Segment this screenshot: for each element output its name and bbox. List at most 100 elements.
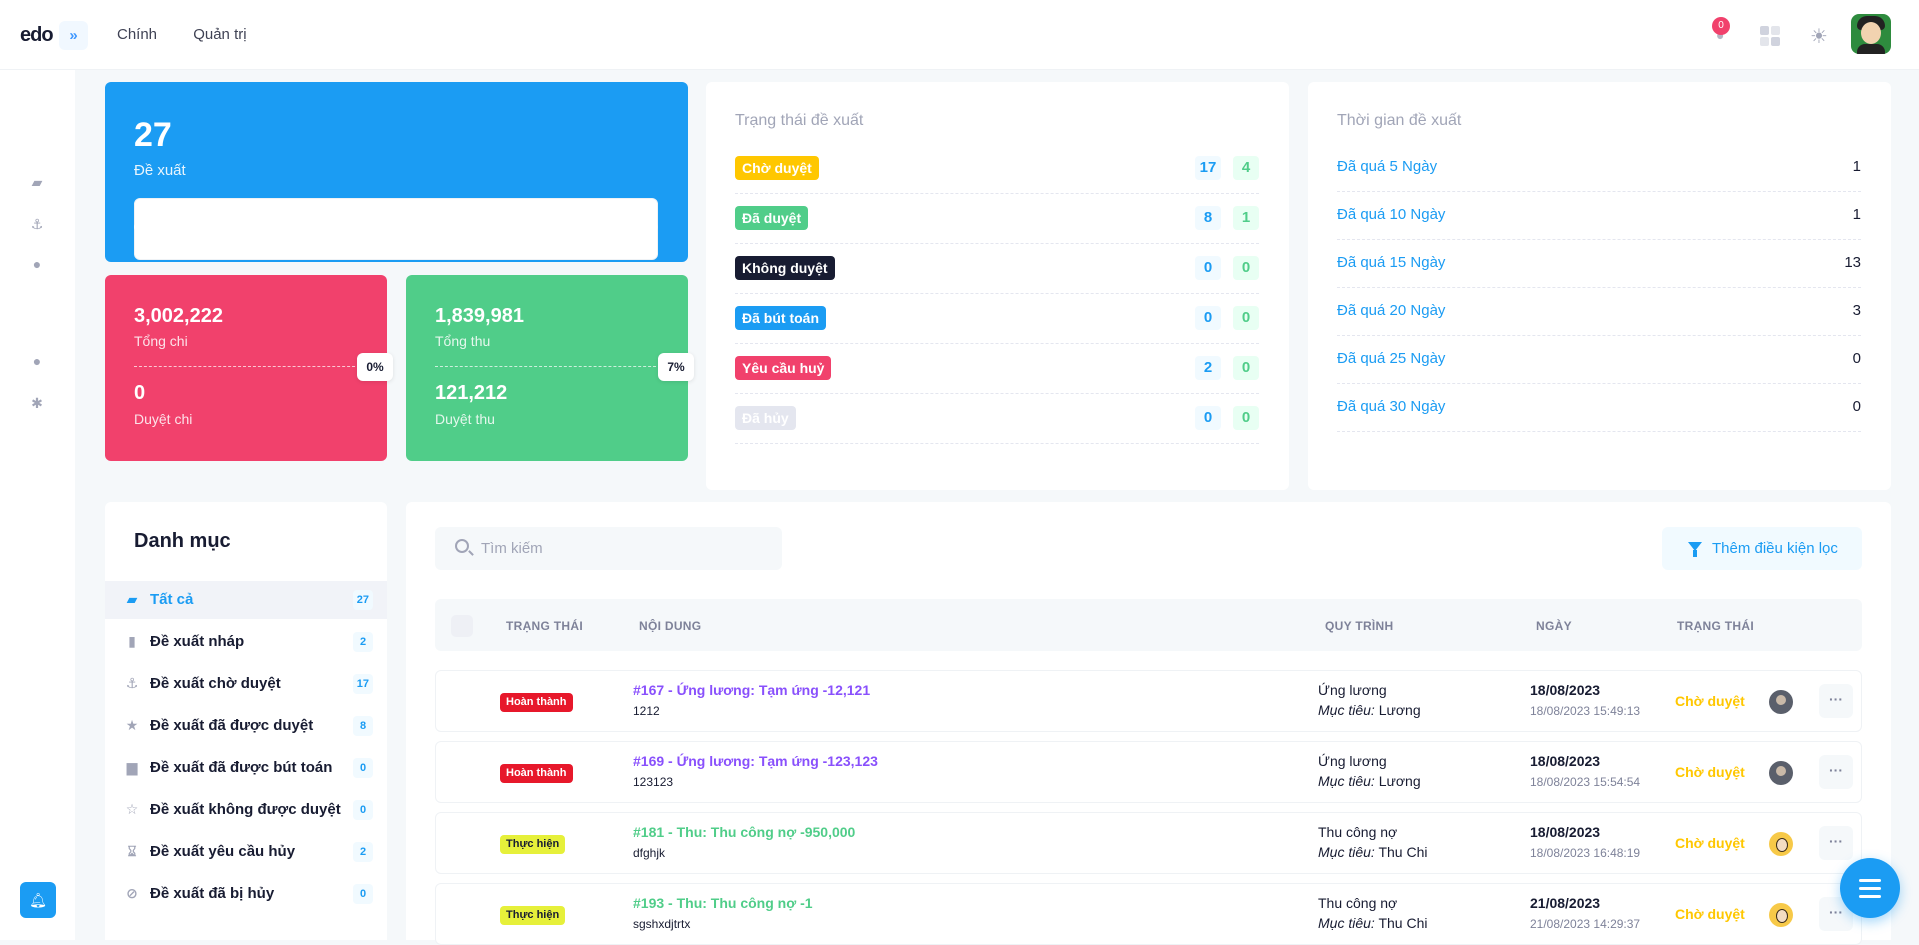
table-row[interactable]: Hoàn thành #167 - Ứng lương: Tạm ứng -12… [435, 670, 1862, 732]
header-status[interactable]: TRẠNG THÁI [506, 619, 583, 633]
row-goal: Mục tiêu: Thu Chi [1318, 844, 1427, 860]
goal-value: Thu Chi [1378, 915, 1428, 931]
time-row-label[interactable]: Đã quá 15 Ngày [1337, 254, 1446, 271]
row-avatar[interactable] [1769, 690, 1793, 714]
status-row[interactable]: Đã hủy 0 0 [735, 394, 1259, 444]
ban-icon: ⊘ [126, 885, 138, 901]
proposal-list-card: Thêm điều kiện lọc TRẠNG THÁI NỘI DUNG Q… [406, 502, 1891, 945]
approved-percent: 4% [636, 199, 657, 215]
row-state: Chờ duyệt [1675, 906, 1745, 922]
briefcase-icon[interactable]: ▰ [31, 174, 43, 190]
table-row[interactable]: Thực hiện #193 - Thu: Thu công nợ -1 sgs… [435, 883, 1862, 945]
status-row[interactable]: Yêu cầu huỷ 2 0 [735, 344, 1259, 394]
status-count-total: 0 [1195, 306, 1221, 330]
row-datetime: 21/08/2023 14:29:37 [1530, 917, 1641, 931]
status-count-total: 0 [1195, 256, 1221, 280]
apps-grid-icon[interactable] [1760, 26, 1780, 46]
row-date: 18/08/2023 [1530, 824, 1601, 840]
add-filter-button[interactable]: Thêm điều kiện lọc [1662, 527, 1862, 570]
expense-total-label: Tổng chi [134, 333, 188, 349]
time-row[interactable]: Đã quá 10 Ngày 1 [1337, 192, 1861, 240]
row-title-link[interactable]: #181 - Thu: Thu công nợ -950,000 [633, 824, 856, 840]
row-title-link[interactable]: #193 - Thu: Thu công nợ -1 [633, 895, 813, 911]
hand-holding-icon[interactable]: ⚓ [30, 216, 44, 232]
time-row[interactable]: Đã quá 15 Ngày 13 [1337, 240, 1861, 288]
user-avatar[interactable] [1851, 14, 1891, 54]
theme-sun-icon[interactable]: ☀ [1810, 26, 1828, 48]
search-icon [455, 539, 469, 553]
status-count-mine: 1 [1233, 206, 1259, 230]
category-item-cancelled[interactable]: ⊘ Đề xuất đã bị hủy 0 [105, 875, 387, 913]
status-row[interactable]: Đã duyệt 8 1 [735, 194, 1259, 244]
row-title-link[interactable]: #167 - Ứng lương: Tạm ứng -12,121 [633, 682, 871, 698]
time-row-value: 13 [1844, 254, 1861, 271]
row-avatar[interactable] [1769, 832, 1793, 856]
table-row[interactable]: Thực hiện #181 - Thu: Thu công nợ -950,0… [435, 812, 1862, 874]
time-row[interactable]: Đã quá 25 Ngày 0 [1337, 336, 1861, 384]
status-row[interactable]: Không duyệt 0 0 [735, 244, 1259, 294]
status-count-mine: 0 [1233, 256, 1259, 280]
approved-progress-bar [134, 223, 658, 231]
row-more-button[interactable]: ··· [1819, 755, 1853, 789]
row-more-button[interactable]: ··· [1819, 684, 1853, 718]
row-more-button[interactable]: ··· [1819, 826, 1853, 860]
app-logo[interactable]: edo [20, 24, 54, 46]
category-count: 0 [353, 884, 373, 904]
search-input[interactable] [481, 527, 771, 570]
goal-prefix: Mục tiêu: [1318, 702, 1375, 718]
bell-button[interactable]: 🔔︎ [20, 882, 56, 918]
category-item-approved[interactable]: ★ Đề xuất đã được duyệt 8 [105, 707, 387, 745]
time-row-value: 0 [1852, 398, 1861, 415]
ellipsis-icon: ··· [1829, 904, 1843, 920]
notification-button[interactable]: ● 0 [1710, 17, 1732, 45]
table-row[interactable]: Hoàn thành #169 - Ứng lương: Tạm ứng -12… [435, 741, 1862, 803]
table-header: TRẠNG THÁI NỘI DUNG QUY TRÌNH NGÀY TRẠNG… [435, 599, 1862, 651]
time-row[interactable]: Đã quá 30 Ngày 0 [1337, 384, 1861, 432]
status-row[interactable]: Chờ duyệt 17 4 [735, 144, 1259, 194]
menu-fab-button[interactable] [1840, 858, 1900, 918]
category-count: 0 [353, 758, 373, 778]
header-process[interactable]: QUY TRÌNH [1325, 619, 1394, 633]
select-all-checkbox[interactable] [451, 615, 473, 637]
status-badge: Đã bút toán [735, 306, 826, 330]
time-row-label[interactable]: Đã quá 25 Ngày [1337, 350, 1446, 367]
category-item-pending[interactable]: ⚓ Đề xuất chờ duyệt 17 [105, 665, 387, 703]
row-process: Ứng lương [1318, 682, 1387, 698]
row-avatar[interactable] [1769, 903, 1793, 927]
star-outline-icon: ☆ [125, 801, 139, 817]
time-row-label[interactable]: Đã quá 20 Ngày [1337, 302, 1446, 319]
category-item-all[interactable]: ▰ Tất cả 27 [105, 581, 387, 619]
category-item-posted[interactable]: ▆ Đề xuất đã được bút toán 0 [105, 749, 387, 787]
status-row[interactable]: Đã bút toán 0 0 [735, 294, 1259, 344]
nav-item-quan-tri[interactable]: Quản trị [193, 26, 247, 43]
category-item-rejected[interactable]: ☆ Đề xuất không được duyệt 0 [105, 791, 387, 829]
header-content[interactable]: NỘI DUNG [639, 619, 702, 633]
expense-approved-label: Duyệt chi [134, 411, 193, 427]
ellipsis-icon: ··· [1829, 833, 1843, 849]
time-row-label[interactable]: Đã quá 30 Ngày [1337, 398, 1446, 415]
header-date[interactable]: NGÀY [1536, 619, 1572, 633]
category-item-draft[interactable]: ▮ Đề xuất nháp 2 [105, 623, 387, 661]
expense-percent-badge: 0% [357, 353, 393, 381]
category-count: 0 [353, 800, 373, 820]
time-row[interactable]: Đã quá 20 Ngày 3 [1337, 288, 1861, 336]
time-row-label[interactable]: Đã quá 5 Ngày [1337, 158, 1438, 175]
nav-item-chinh[interactable]: Chính [117, 26, 158, 43]
income-approved: 121,212 [435, 382, 508, 404]
time-row-value: 1 [1852, 158, 1861, 175]
income-percent-badge: 7% [658, 353, 694, 381]
header-state[interactable]: TRẠNG THÁI [1677, 619, 1754, 633]
time-row-label[interactable]: Đã quá 10 Ngày [1337, 206, 1446, 223]
user-tie-icon[interactable]: ● [32, 256, 42, 272]
status-count-total: 8 [1195, 206, 1221, 230]
goal-value: Lương [1378, 773, 1421, 789]
category-item-cancel-request[interactable]: ⌛︎ Đề xuất yêu cầu hủy 2 [105, 833, 387, 871]
gear-icon[interactable]: ✱ [31, 395, 43, 411]
sidebar-toggle-button[interactable]: » [59, 21, 88, 50]
row-description: 123123 [633, 775, 674, 789]
user-icon[interactable]: ● [32, 353, 42, 369]
row-title-link[interactable]: #169 - Ứng lương: Tạm ứng -123,123 [633, 753, 878, 769]
time-row[interactable]: Đã quá 5 Ngày 1 [1337, 144, 1861, 192]
row-avatar[interactable] [1769, 761, 1793, 785]
top-bar: edo » Chính Quản trị ● 0 ☀ [0, 0, 1919, 70]
